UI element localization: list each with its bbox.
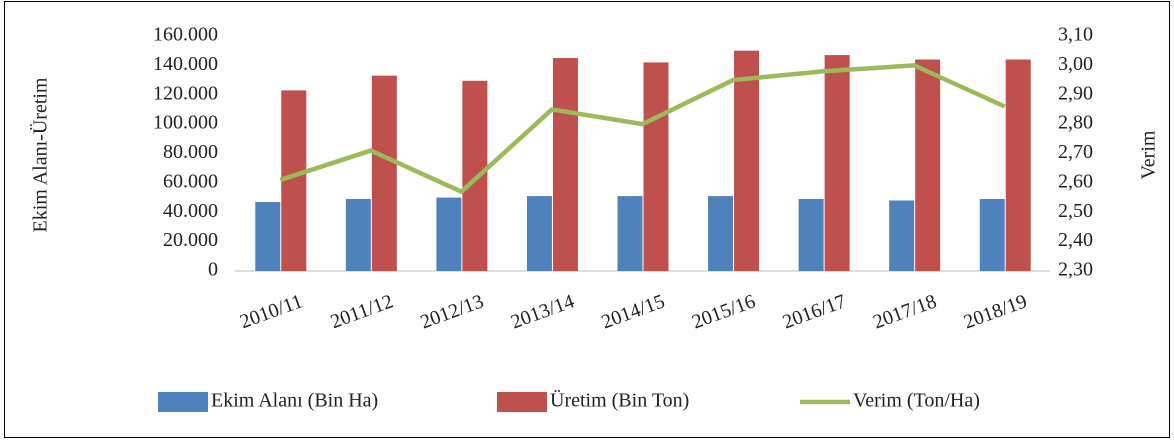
y2-tick-label: 3,00 [1058,53,1093,75]
bar [526,196,552,271]
bar [734,50,760,271]
bar [889,200,915,271]
y2-axis-title: Verim [1138,130,1160,179]
y-tick-label: 160.000 [153,24,218,46]
y2-tick-label: 2,90 [1058,82,1093,104]
bar [798,199,824,271]
y2-tick-label: 2,70 [1058,141,1093,163]
y-tick-label: 120.000 [153,82,218,104]
y2-tick-label: 2,30 [1058,259,1093,281]
bar [979,199,1005,271]
y-tick-label: 80.000 [163,141,218,163]
y-axis-title: Ekim Alanı-Üretim [29,77,52,232]
bar [255,201,281,271]
y2-tick-label: 3,10 [1058,24,1093,46]
legend-label: Verim (Ton/Ha) [853,390,980,412]
bar [708,196,734,271]
bar [345,199,371,271]
legend-label: Üretim (Bin Ton) [550,389,689,412]
y-tick-label: 140.000 [153,53,218,75]
bar [436,197,462,271]
bar [462,80,488,271]
bar [617,196,643,271]
y-tick-label: 60.000 [163,170,218,192]
bar [643,62,669,271]
legend-label: Ekim Alanı (Bin Ha) [211,390,378,412]
y-tick-label: 100.000 [153,112,218,134]
y2-tick-label: 2,80 [1058,112,1093,134]
bar [1005,59,1031,271]
line [279,63,1006,194]
y2-tick-label: 2,50 [1058,200,1093,222]
bar [915,59,941,271]
bar [281,90,307,271]
legend-swatch [497,392,547,412]
chart-border [4,1,1170,438]
y2-tick-label: 2,60 [1058,170,1093,192]
y-tick-label: 0 [208,259,218,281]
y-tick-label: 20.000 [163,229,218,251]
bar [824,55,850,271]
y2-tick-label: 2,40 [1058,229,1093,251]
y-tick-label: 40.000 [163,200,218,222]
bar [552,58,578,271]
legend-swatch [158,392,208,412]
bar [371,75,397,271]
